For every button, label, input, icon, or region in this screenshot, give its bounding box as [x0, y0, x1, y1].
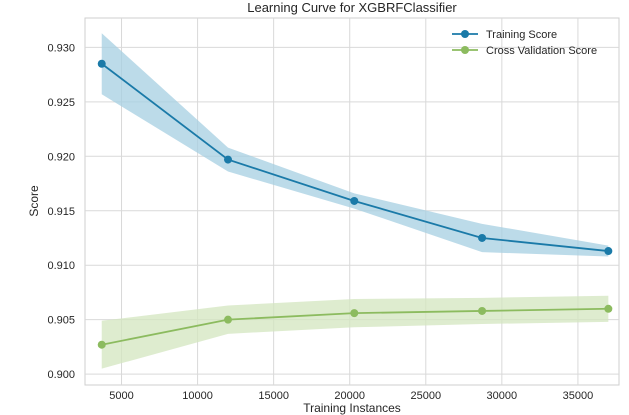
legend: Training Score Cross Validation Score — [452, 29, 597, 57]
legend-label-training: Training Score — [486, 29, 557, 41]
legend-marker-training — [461, 30, 469, 38]
training-score-band — [101, 33, 609, 257]
training-score-point — [350, 196, 359, 205]
cv-score-point — [97, 340, 106, 349]
y-tick-label: 0.930 — [47, 42, 75, 54]
x-tick-label: 35000 — [563, 390, 594, 402]
training-score-point — [224, 155, 233, 164]
cv-score-point — [478, 306, 487, 315]
legend-marker-cv — [461, 46, 469, 54]
plot-area: 5000 10000 15000 20000 25000 30000 35000 0.900 0… — [47, 17, 620, 402]
cv-score-point — [224, 315, 233, 324]
legend-label-cv: Cross Validation Score — [486, 45, 597, 57]
x-tick-label: 15000 — [258, 390, 289, 402]
training-score-point — [478, 233, 487, 242]
y-tick-label: 0.905 — [47, 315, 75, 327]
x-tick-label: 20000 — [334, 390, 365, 402]
cv-score-point — [604, 304, 613, 313]
chart-title: Learning Curve for XGBRFClassifier — [247, 0, 457, 15]
training-score-point — [604, 247, 613, 256]
x-tick-label: 5000 — [109, 390, 133, 402]
training-score-point — [97, 59, 106, 68]
x-tick-label: 25000 — [410, 390, 441, 402]
x-tick-label: 10000 — [182, 390, 213, 402]
y-axis-label: Score — [27, 185, 41, 217]
x-axis-label: Training Instances — [303, 401, 401, 415]
x-tick-label: 30000 — [487, 390, 518, 402]
y-tick-label: 0.920 — [47, 151, 75, 163]
cv-score-point — [350, 309, 359, 318]
y-tick-label: 0.900 — [47, 369, 75, 381]
y-tick-label: 0.925 — [47, 97, 75, 109]
y-tick-label: 0.910 — [47, 260, 75, 272]
y-tick-label: 0.915 — [47, 206, 75, 218]
